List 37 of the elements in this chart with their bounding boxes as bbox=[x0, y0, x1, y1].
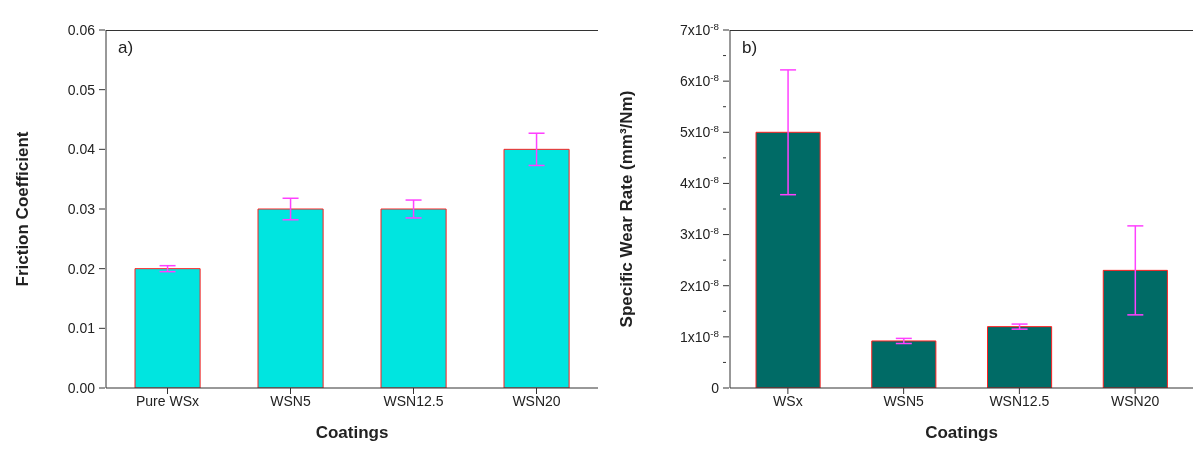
y-tick-label: 6x10$^{-8}$ bbox=[679, 71, 720, 90]
y-tick-label: 7x10$^{-8}$ bbox=[679, 20, 720, 38]
y-axis-title: Specific Wear Rate (mm³/Nm) bbox=[617, 90, 637, 328]
y-tick-label: 0.00 bbox=[67, 379, 96, 396]
y-tick-label: 3x10$^{-8}$ bbox=[679, 224, 720, 243]
x-tick-label: WSN5 bbox=[883, 392, 925, 409]
x-axis-title: Coatings bbox=[925, 423, 998, 442]
x-tick-label: WSN12.5 bbox=[989, 392, 1050, 409]
y-tick-label: 0.06 bbox=[67, 21, 96, 38]
y-tick-label: 0.04 bbox=[67, 141, 96, 158]
text: b) bbox=[742, 38, 758, 58]
x-tick-label: Pure WSx bbox=[135, 392, 200, 409]
y-tick-label: 4x10$^{-8}$ bbox=[679, 173, 720, 192]
x-tick-label: WSN20 bbox=[512, 392, 561, 409]
y-tick-label: 0.01 bbox=[67, 320, 96, 337]
y-tick-label: 0.03 bbox=[67, 200, 96, 217]
y-axis-title: Friction Coefficient bbox=[13, 131, 33, 287]
y-tick-label: 0.02 bbox=[67, 260, 96, 277]
text: a) bbox=[118, 38, 134, 58]
x-axis-title: Coatings bbox=[315, 423, 389, 442]
bar bbox=[134, 268, 201, 388]
x-tick-label: WSN5 bbox=[270, 392, 311, 409]
y-tick-label: 5x10$^{-8}$ bbox=[679, 122, 720, 141]
y-tick-label: 0 bbox=[711, 379, 720, 396]
x-tick-label: WSN12.5 bbox=[383, 392, 444, 409]
bar bbox=[1102, 269, 1168, 388]
x-tick-label: WSN20 bbox=[1111, 392, 1160, 409]
y-tick-label: 1x10$^{-8}$ bbox=[679, 327, 720, 345]
bar bbox=[257, 208, 324, 388]
bar bbox=[755, 131, 821, 388]
bar bbox=[871, 340, 937, 388]
bar bbox=[503, 148, 570, 388]
x-tick-label: WSx bbox=[773, 392, 803, 409]
bar bbox=[987, 326, 1053, 388]
y-tick-label: 2x10$^{-8}$ bbox=[679, 276, 720, 294]
y-tick-label: 0.05 bbox=[67, 81, 96, 98]
bar bbox=[380, 208, 447, 388]
